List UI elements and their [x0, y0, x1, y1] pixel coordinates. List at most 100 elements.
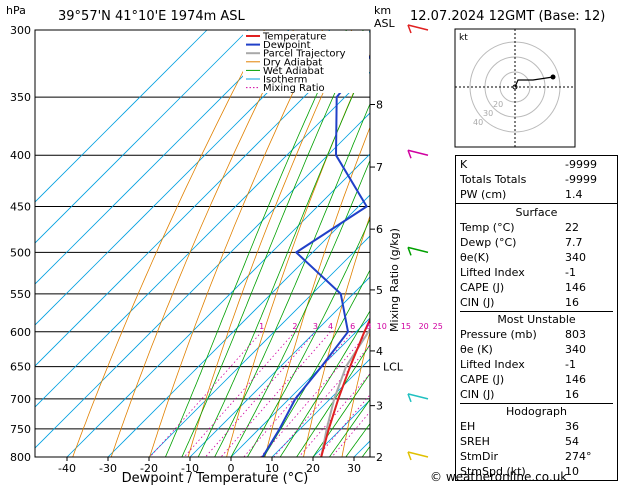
surface-title: Surface	[515, 206, 558, 219]
hodograph-value: 10	[565, 465, 579, 478]
mixing-ratio-line	[260, 331, 370, 457]
most-unstable-row: θe (K) 340	[460, 342, 613, 357]
dry-adiabat-line	[264, 126, 370, 457]
isotherm-line	[35, 71, 370, 408]
km-tick-label: 7	[376, 161, 383, 174]
km-tick-label: 3	[376, 400, 383, 413]
indices-table: K -9999 Totals Totals -9999 PW (cm) 1.4	[455, 155, 618, 204]
indices-rows: K -9999 Totals Totals -9999 PW (cm) 1.4	[460, 157, 613, 202]
most-unstable-row: Lifted Index -1	[460, 357, 613, 372]
parcel-trajectory-line	[320, 327, 370, 457]
surface-value: 340	[565, 251, 586, 264]
mixing-ratio-line	[331, 411, 370, 457]
x-tick-label: 30	[347, 462, 361, 475]
km-tick-label: 6	[376, 223, 383, 236]
surface-row: Dewp (°C) 7.7	[460, 235, 613, 250]
profile-lines	[261, 54, 370, 457]
index-value: 1.4	[565, 188, 583, 201]
index-value: -9999	[565, 173, 597, 186]
axes: 1 2 3 4 6 8 10 15 20 2530035040045050055060065070…	[10, 24, 443, 475]
most-unstable-value: 146	[565, 373, 586, 386]
hodograph-frame	[454, 28, 576, 148]
hodograph-trace	[514, 76, 554, 88]
hodograph-label: SREH	[460, 435, 490, 448]
asl-label: ASL	[374, 17, 396, 30]
hodograph-label: EH	[460, 420, 476, 433]
hodograph-label: StmSpd (kt)	[460, 465, 526, 478]
hodograph-origin	[512, 84, 518, 90]
km-tick-label: 8	[376, 99, 383, 112]
legend-label: Temperature	[262, 32, 326, 43]
mixing-ratio-label: 4	[328, 322, 333, 331]
wet-adiabat-line	[181, 30, 364, 457]
most-unstable-value: 803	[565, 328, 586, 341]
mixing-ratio-line	[183, 331, 296, 457]
isotherm-line	[66, 153, 370, 457]
surface-value: -1	[565, 266, 576, 279]
wind-barb-flag	[407, 247, 412, 256]
most-unstable-value: 16	[565, 388, 579, 401]
plot-frame	[34, 29, 371, 458]
mixing-ratio-label: 1	[259, 322, 264, 331]
wet-adiabat-line	[279, 310, 370, 457]
location-title: 39°57'N 41°10'E 1974m ASL	[58, 9, 246, 24]
most-unstable-label: CAPE (J)	[460, 373, 505, 386]
isotherm-line	[35, 112, 370, 449]
surface-label: CIN (J)	[460, 296, 495, 309]
legend-label: Dewpoint	[263, 40, 311, 51]
credit-text: © weatheronline.co.uk	[430, 470, 568, 484]
dry-adiabat-line	[303, 214, 370, 457]
pressure-tick-label: 700	[10, 393, 31, 406]
km-label: km	[374, 4, 391, 17]
dry-adiabat-line	[110, 30, 294, 457]
hodograph-ring-label: 20	[493, 100, 503, 109]
hodograph-ring-label: 40	[473, 118, 483, 127]
wet-adiabat-line	[165, 30, 347, 457]
hodograph-rows: EH 36 SREH 54 StmDir 274° StmSpd (kt) 10	[460, 419, 613, 479]
surface-row: Lifted Index -1	[460, 265, 613, 280]
temperature-line	[320, 317, 370, 457]
wet-adiabat-line	[230, 159, 370, 457]
surface-value: 7.7	[565, 236, 583, 249]
background-lines	[35, 30, 370, 457]
legend-label: Mixing Ratio	[263, 83, 325, 94]
surface-value: 22	[565, 221, 579, 234]
x-tick-label: 0	[228, 462, 235, 475]
wet-adiabat-line	[214, 102, 370, 457]
pressure-tick-label: 550	[10, 288, 31, 301]
index-label: K	[460, 158, 468, 171]
x-tick-label: -30	[99, 462, 117, 475]
mixing-ratio-line	[316, 394, 370, 457]
legend-box	[243, 31, 369, 93]
date-title: 12.07.2024 12GMT (Base: 12)	[410, 9, 605, 24]
mixing-ratio-label: 25	[433, 322, 443, 331]
hodograph-row: StmDir 274°	[460, 449, 613, 464]
km-tick-label: 5	[376, 284, 383, 297]
mixing-ratio-line	[298, 373, 370, 457]
isotherm-line	[35, 30, 208, 203]
index-row: K -9999	[460, 157, 613, 172]
pressure-tick-label: 450	[10, 201, 31, 214]
legend-label: Isotherm	[263, 75, 307, 86]
pressure-tick-label: 750	[10, 423, 31, 436]
mixing-ratio-label: 15	[401, 322, 411, 331]
x-tick-label: -20	[140, 462, 158, 475]
legend-label: Dry Adiabat	[263, 57, 322, 68]
hodograph-row: StmSpd (kt) 10	[460, 464, 613, 479]
hodograph-storm-point	[550, 74, 556, 80]
divider	[460, 403, 613, 404]
wind-barb-staff	[407, 451, 429, 458]
pressure-tick-label: 350	[10, 91, 31, 104]
pressure-tick-label: 600	[10, 326, 31, 339]
pressure-tick-label: 400	[10, 149, 31, 162]
isotherm-line	[35, 30, 370, 367]
legend-label: Parcel Trajectory	[263, 49, 346, 60]
wind-barb-flag	[407, 24, 412, 34]
surface-table: Surface Temp (°C) 22 Dewp (°C) 7.7 θe(K) 340 L…	[455, 203, 618, 481]
most-unstable-value: 340	[565, 343, 586, 356]
isotherm-line	[189, 276, 370, 457]
legend-label: Wet Adiabat	[263, 66, 324, 77]
